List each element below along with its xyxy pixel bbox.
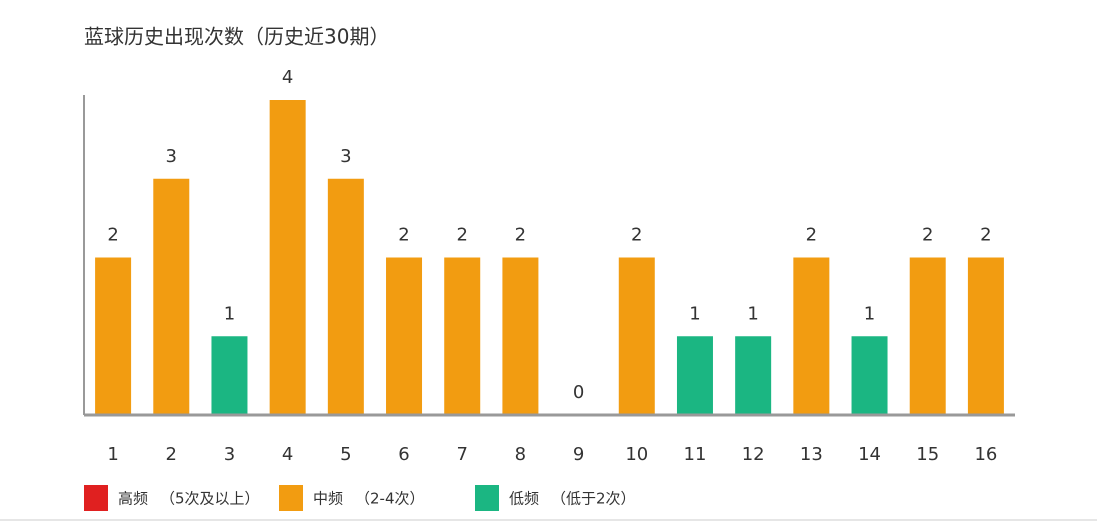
value-label: 1 [224,303,235,324]
x-tick-label: 13 [800,444,823,465]
legend-label: 高频 [118,490,148,508]
x-tick-label: 14 [858,444,881,465]
value-label: 2 [398,225,409,246]
value-label: 2 [806,225,817,246]
bar [327,178,364,415]
bar [269,100,306,415]
legend-swatch [475,485,499,511]
bar [735,336,772,415]
value-label: 2 [922,225,933,246]
legend-swatch [84,485,108,511]
chart-title: 蓝球历史出现次数（历史近30期） [84,25,389,49]
value-label: 2 [456,225,467,246]
x-tick-label: 9 [573,444,584,465]
value-label: 2 [515,225,526,246]
legend-note: （2-4次） [355,490,425,508]
x-tick-label: 3 [224,444,235,465]
value-label: 1 [747,303,758,324]
bar [967,257,1004,415]
bar [618,257,655,415]
value-label: 0 [573,382,584,403]
bar [793,257,830,415]
x-tick-label: 2 [166,444,177,465]
bar [676,336,713,415]
bar [386,257,423,415]
value-label: 3 [340,146,351,167]
legend-label: 低频 [509,490,539,508]
value-label: 1 [689,303,700,324]
legend-swatch [279,485,303,511]
x-tick-label: 6 [398,444,409,465]
x-tick-label: 4 [282,444,293,465]
x-tick-label: 15 [916,444,939,465]
value-label: 3 [166,146,177,167]
x-tick-label: 1 [107,444,118,465]
x-tick-label: 7 [456,444,467,465]
bar [851,336,888,415]
x-tick-label: 8 [515,444,526,465]
value-label: 2 [631,225,642,246]
value-label: 2 [980,225,991,246]
legend-label: 中频 [313,490,343,508]
x-tick-label: 11 [684,444,707,465]
bar [211,336,248,415]
value-label: 1 [864,303,875,324]
value-label: 4 [282,67,293,88]
legend-note: （5次及以上） [160,490,260,508]
x-tick-label: 10 [625,444,648,465]
bar [444,257,481,415]
value-label: 2 [107,225,118,246]
bar [153,178,190,415]
x-tick-label: 16 [974,444,997,465]
bar [502,257,539,415]
legend-note: （低于2次） [551,490,636,508]
bar [95,257,132,415]
bar [909,257,946,415]
x-tick-label: 5 [340,444,351,465]
x-tick-label: 12 [742,444,765,465]
